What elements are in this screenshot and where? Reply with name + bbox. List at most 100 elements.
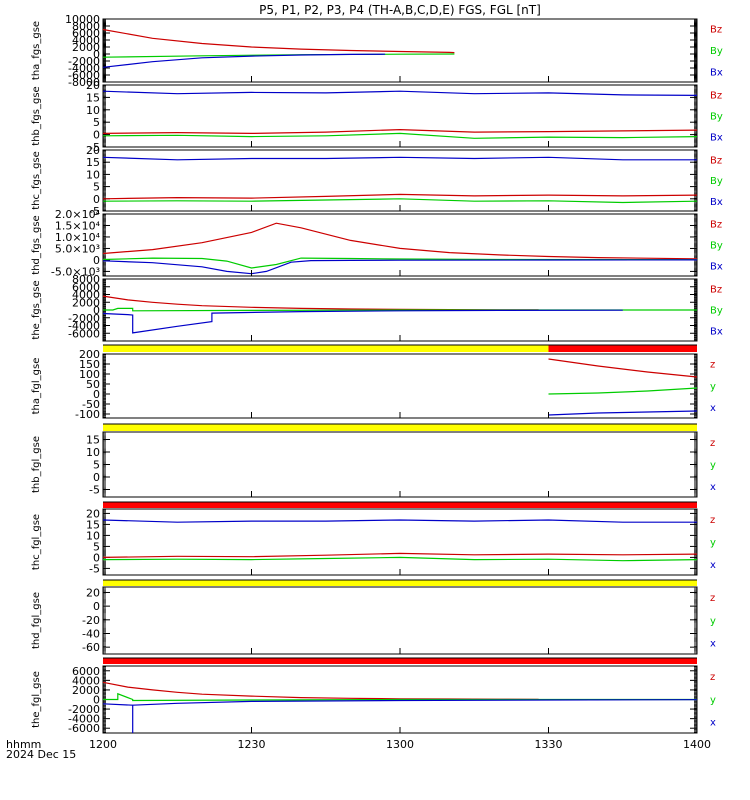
y-tick-label: 8000 xyxy=(72,20,100,33)
y-tick-label: 6000 xyxy=(72,281,100,294)
panels: 1000080006000400020000-2000-4000-6000-80… xyxy=(31,13,723,735)
series-By xyxy=(102,132,698,139)
y-tick-label: -5 xyxy=(89,141,100,154)
y-tick-label: -4000 xyxy=(68,713,100,726)
date-label: 2024 Dec 15 xyxy=(6,748,76,761)
y-tick-label: 6000 xyxy=(72,27,100,40)
y-tick-label: 0 xyxy=(93,304,100,317)
series-z xyxy=(102,681,539,700)
y-tick-label: -5 xyxy=(89,205,100,218)
series-By xyxy=(102,198,698,204)
status-bar-yellow xyxy=(103,424,697,431)
legend-y: y xyxy=(710,381,716,392)
legend-By: By xyxy=(710,241,723,252)
series-y xyxy=(102,556,698,562)
legend-Bx: Bx xyxy=(710,67,723,78)
legend-Bx: Bx xyxy=(710,327,723,338)
y-tick-label: -8000 xyxy=(68,76,100,89)
y-tick-label: 20 xyxy=(86,144,100,157)
y-tick-label: 20 xyxy=(86,507,100,520)
x-tick-label: 1400 xyxy=(683,738,711,751)
series-z xyxy=(548,358,698,378)
y-axis-label: thd_fgs_gse xyxy=(31,215,42,274)
series-Bx xyxy=(102,90,698,96)
x-tick-label: 1200 xyxy=(89,738,117,751)
y-axis-label: tha_fgs_gse xyxy=(31,21,42,80)
y-tick-label: -4000 xyxy=(68,62,100,75)
y-tick-label: 1.5×10⁴ xyxy=(55,219,101,232)
y-tick-label: 5 xyxy=(93,116,100,129)
y-tick-label: 0 xyxy=(93,694,100,707)
legend-y: y xyxy=(710,695,716,706)
y-tick-label: 2000 xyxy=(72,684,100,697)
y-tick-label: 0 xyxy=(93,48,100,61)
legend-By: By xyxy=(710,176,723,187)
y-tick-label: -40 xyxy=(82,627,100,640)
y-tick-label: -5.0×10³ xyxy=(51,265,100,278)
series-x xyxy=(102,699,698,733)
x-tick-label: 1230 xyxy=(238,738,266,751)
y-tick-label: 0 xyxy=(93,600,100,613)
panel-frame xyxy=(102,508,698,576)
y-tick-label: 2000 xyxy=(72,41,100,54)
panel-tha_fgs_gse: 1000080006000400020000-2000-4000-6000-80… xyxy=(31,13,723,89)
series-Bz xyxy=(102,222,698,260)
legend-z: z xyxy=(710,438,715,449)
legend-x: x xyxy=(710,403,716,414)
y-tick-label: -50 xyxy=(82,398,100,411)
panel-thd_fgl_gse: 200-20-40-60 thd_fgl_gse z y x xyxy=(31,579,716,655)
series-Bz xyxy=(102,28,455,54)
y-tick-label: 15 xyxy=(86,91,100,104)
y-tick-label: -6000 xyxy=(68,722,100,735)
legend-By: By xyxy=(710,306,723,317)
y-tick-label: 5.0×10³ xyxy=(55,242,100,255)
series-z xyxy=(102,552,698,558)
series-By xyxy=(102,257,698,269)
series-y xyxy=(103,692,697,702)
legend-x: x xyxy=(710,560,716,571)
y-tick-label: -4000 xyxy=(68,320,100,333)
y-tick-label: 200 xyxy=(79,348,100,361)
y-tick-label: 8000 xyxy=(72,273,100,286)
y-tick-label: -100 xyxy=(75,408,100,421)
panel-frame xyxy=(102,213,698,277)
y-tick-label: 10 xyxy=(86,104,100,117)
y-tick-label: 10 xyxy=(86,446,100,459)
y-tick-label: 2000 xyxy=(72,296,100,309)
x-tick-label: 1300 xyxy=(386,738,414,751)
y-tick-label: 4000 xyxy=(72,674,100,687)
legend-z: z xyxy=(710,515,715,526)
y-tick-label: -2000 xyxy=(68,703,100,716)
legend-Bx: Bx xyxy=(710,262,723,273)
y-tick-label: 20 xyxy=(86,79,100,92)
y-axis-label: thc_fgs_gse xyxy=(31,151,42,210)
y-tick-label: 0 xyxy=(93,193,100,206)
panel-frame xyxy=(102,586,698,655)
time-axis-name: hhmm xyxy=(6,738,41,751)
y-tick-label: 150 xyxy=(79,358,100,371)
x-tick-label: 1330 xyxy=(535,738,563,751)
y-tick-label: -5 xyxy=(89,484,100,497)
y-axis-label: the_fgs_gse xyxy=(31,280,42,339)
legend-y: y xyxy=(710,460,716,471)
legend-By: By xyxy=(710,46,723,57)
y-axis-label: thc_fgl_gse xyxy=(31,514,42,570)
figure-title: P5, P1, P2, P3, P4 (TH-A,B,C,D,E) FGS, F… xyxy=(259,3,541,17)
legend-Bz: Bz xyxy=(710,219,722,230)
y-tick-label: 0 xyxy=(93,471,100,484)
y-tick-label: -20 xyxy=(82,614,100,627)
y-tick-label: -2000 xyxy=(68,55,100,68)
panel-frame xyxy=(102,353,698,419)
status-bar-red xyxy=(103,658,697,664)
y-tick-label: 15 xyxy=(86,434,100,447)
y-tick-label: -6000 xyxy=(68,327,100,340)
y-tick-label: 15 xyxy=(86,518,100,531)
y-tick-label: 5 xyxy=(93,540,100,553)
